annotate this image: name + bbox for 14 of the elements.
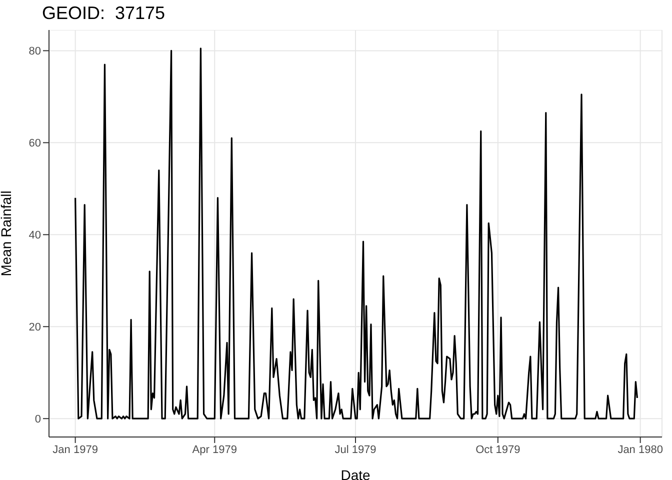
line-series	[74, 48, 638, 420]
chart-title: GEOID: 37175	[42, 3, 166, 24]
y-tick-label: 80	[28, 46, 41, 58]
y-tick-label: 0	[34, 414, 41, 426]
y-axis-title: Mean Rainfall	[0, 190, 14, 276]
x-tick-label: Oct 1979	[476, 444, 520, 456]
y-tick-label: 20	[28, 322, 41, 334]
x-tick-label: Jan 1979	[52, 444, 98, 456]
x-tick-label: Jan 1980	[618, 444, 663, 456]
x-tick-label: Jul 1979	[334, 444, 376, 456]
y-tick-label: 60	[28, 138, 41, 150]
x-tick-label: Apr 1979	[192, 444, 237, 456]
y-tick-label: 40	[28, 230, 41, 242]
x-axis-title: Date	[340, 467, 370, 480]
